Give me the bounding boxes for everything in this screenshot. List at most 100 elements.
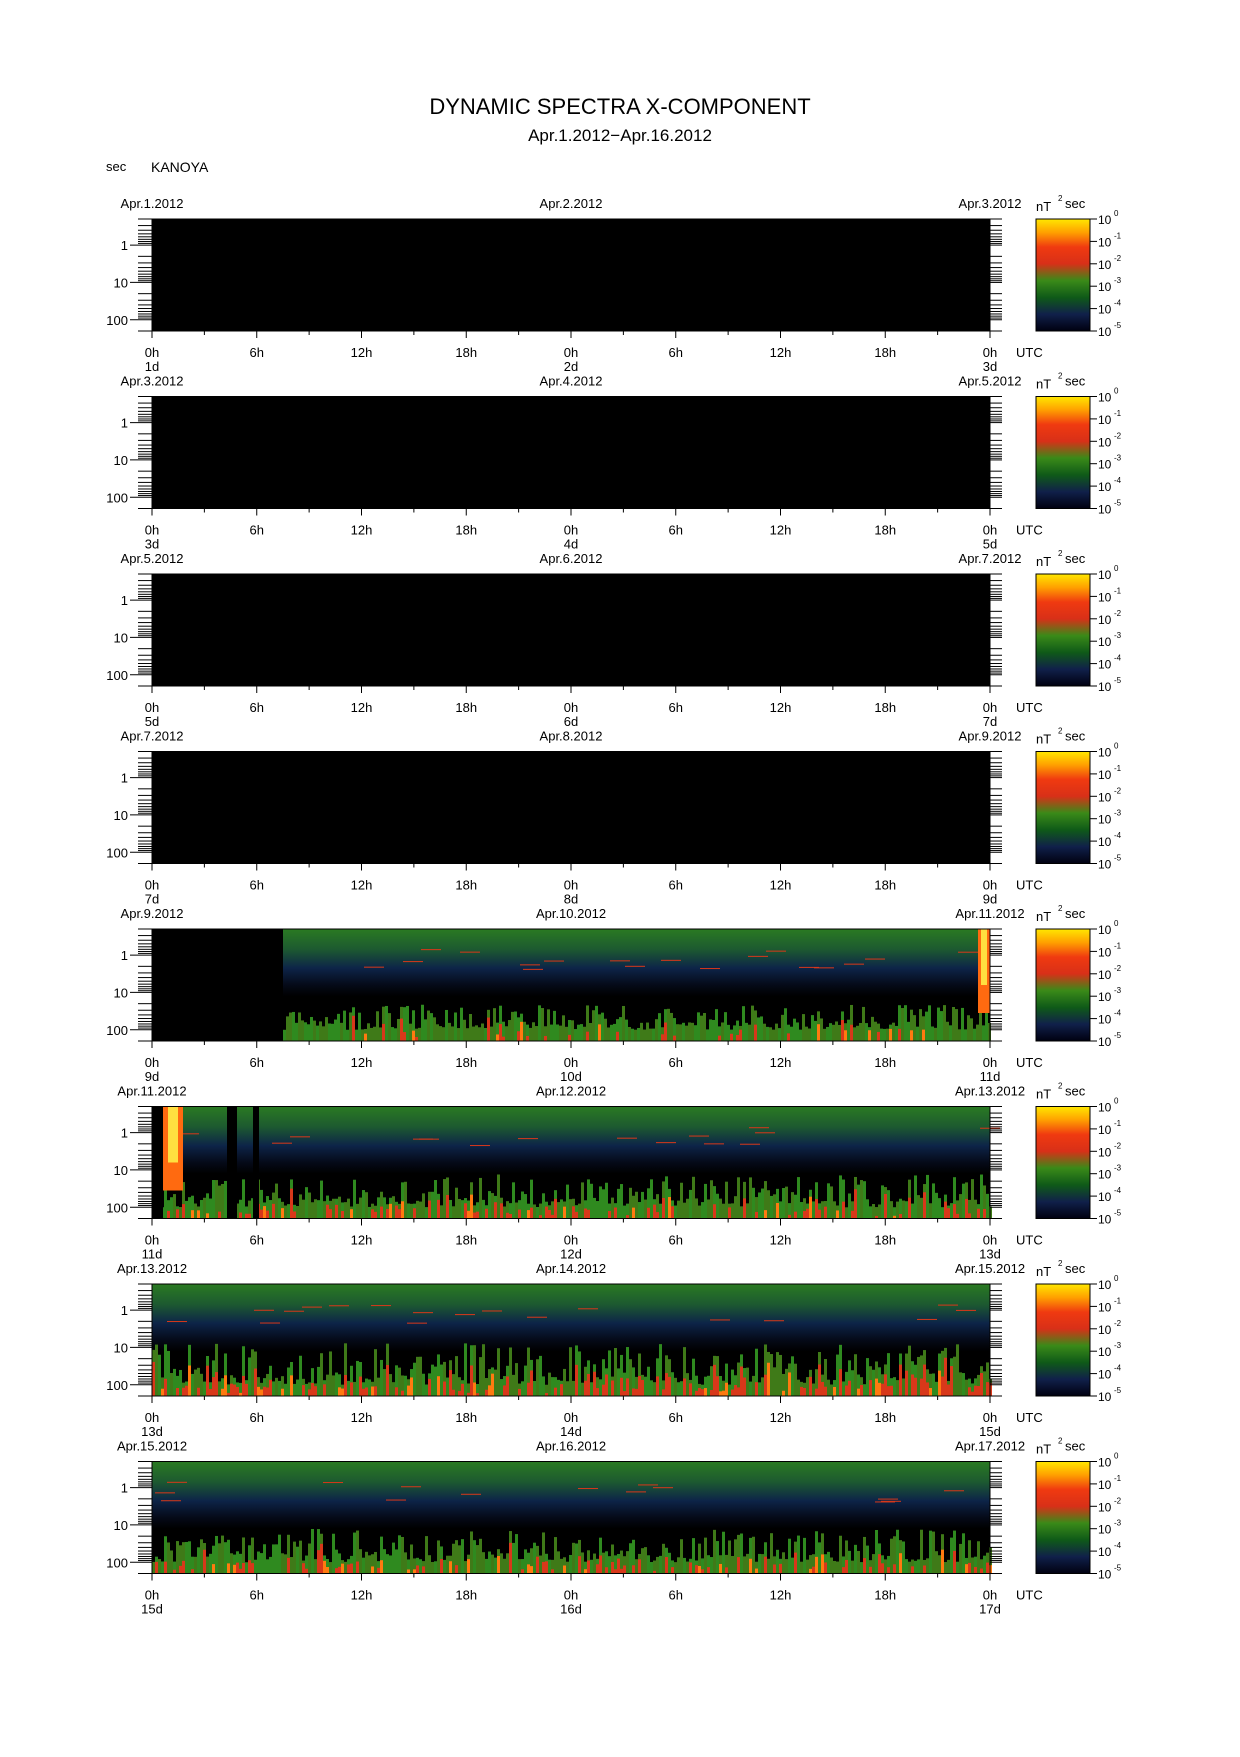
spectrum-burst: [913, 1015, 916, 1041]
spectrum-burst: [758, 1553, 761, 1574]
spectrum-burst: [899, 1553, 902, 1574]
colorbar-tick-power: -4: [1114, 299, 1122, 308]
spectrum-burst: [556, 1024, 559, 1041]
plot-area: [152, 396, 990, 509]
colorbar-tick-label: 10: [1098, 635, 1112, 649]
colorbar-unit-suffix: sec: [1065, 551, 1086, 566]
spectrum-burst: [164, 1561, 167, 1574]
spectrum-burst: [431, 1364, 434, 1396]
spectrum-burst: [776, 1352, 779, 1396]
spectrum-burst: [596, 1201, 599, 1219]
date-label: Apr.6.2012: [540, 551, 603, 566]
spectrum-burst: [499, 1005, 502, 1041]
spectrum-burst: [944, 1201, 947, 1219]
spectrum-burst: [316, 1025, 319, 1041]
spectrum-burst: [941, 1207, 944, 1219]
spectrum-line: [944, 1490, 964, 1492]
x-tick-label: 12h: [351, 700, 373, 715]
spectrum-burst: [311, 1202, 314, 1219]
spectrum-burst: [281, 1376, 284, 1396]
spectrum-burst: [374, 1386, 377, 1396]
spectrum-burst: [353, 1381, 356, 1396]
spectrum-burst: [782, 1373, 785, 1396]
spectrum-burst: [899, 1214, 902, 1219]
spectrum-burst: [659, 1203, 662, 1219]
spectrum-burst: [313, 1020, 316, 1041]
spectrum-burst: [701, 1389, 704, 1396]
spectrum-burst: [851, 1201, 854, 1219]
spectrum-burst: [233, 1554, 236, 1574]
spectrum-burst: [317, 1200, 320, 1219]
spectrum-burst: [440, 1364, 443, 1396]
spectrum-burst: [454, 1012, 457, 1041]
spectrum-burst: [346, 1029, 349, 1041]
spectrum-burst: [182, 1182, 185, 1219]
spectrum-burst: [545, 1384, 548, 1396]
spectrum-burst: [173, 1194, 176, 1219]
spectrum-burst: [728, 1540, 731, 1574]
date-label: Apr.3.2012: [959, 196, 1022, 211]
spectrum-burst: [896, 1380, 899, 1396]
spectrum-burst: [553, 1010, 556, 1041]
colorbar: [1035, 1461, 1091, 1574]
spectrum-burst: [314, 1559, 317, 1574]
spectrum-burst: [908, 1345, 911, 1396]
spectrum-line: [878, 1498, 898, 1500]
spectrum-burst: [608, 1350, 611, 1396]
spectrum-burst: [863, 1558, 866, 1574]
spectrum-burst: [493, 1008, 496, 1041]
day-label: 3d: [983, 359, 997, 374]
spectrum-burst: [314, 1386, 317, 1396]
spectrum-burst: [688, 1022, 691, 1041]
y-tick-label: 1: [121, 771, 128, 786]
spectrum-burst: [749, 1177, 752, 1219]
spectrum-burst: [182, 1387, 185, 1396]
spectrum-burst: [400, 1018, 403, 1041]
y-tick-label: 1: [121, 1303, 128, 1318]
colorbar-tick-label: 10: [1098, 1500, 1112, 1514]
spectrum-burst: [671, 1372, 674, 1396]
spectrum-burst: [587, 1179, 590, 1219]
spectrum-burst: [368, 1555, 371, 1574]
spectrum-burst: [317, 1366, 320, 1396]
spectrum-burst: [401, 1390, 404, 1396]
colorbar-tick-power: -5: [1114, 321, 1122, 330]
spectrum-burst: [476, 1211, 479, 1219]
spectrum-burst: [923, 1565, 926, 1574]
spectrum-burst: [469, 1014, 472, 1041]
spectrum-burst: [194, 1556, 197, 1574]
colorbar-tick-power: -1: [1114, 231, 1122, 240]
spectrum-burst: [905, 1559, 908, 1574]
spectrum-burst: [191, 1195, 194, 1219]
spectrum-burst: [848, 1360, 851, 1396]
spectrum-burst: [416, 1200, 419, 1219]
colorbar-unit-power: 2: [1058, 904, 1063, 913]
spectrum-line: [875, 1501, 895, 1503]
spectrum-burst: [959, 1372, 962, 1396]
spectrum-burst: [499, 1023, 502, 1041]
spectrum-burst: [650, 1562, 653, 1574]
spectrum-burst: [592, 1010, 595, 1041]
colorbar: [1035, 1283, 1091, 1397]
colorbar-unit: nT: [1036, 199, 1051, 214]
spectrum-burst: [814, 1020, 817, 1041]
spectrum-burst: [448, 1022, 451, 1041]
spectrum-line: [766, 950, 786, 952]
date-label: Apr.7.2012: [121, 729, 184, 744]
spectrum-burst: [746, 1553, 749, 1574]
spectrum-burst: [874, 1021, 877, 1041]
spectrum-burst: [743, 1556, 746, 1574]
x-tick-label: 12h: [351, 1410, 373, 1425]
spectrum-burst: [974, 1199, 977, 1219]
spectrum-burst: [269, 1556, 272, 1574]
y-tick-label: 100: [106, 845, 128, 860]
spectrum-burst: [551, 1559, 554, 1574]
spectrum-burst: [557, 1202, 560, 1219]
spectrum-burst: [451, 1026, 454, 1041]
spectrum-burst: [611, 1561, 614, 1574]
spectrum-burst: [749, 1558, 752, 1574]
spectrum-burst: [472, 1026, 475, 1041]
spectrum-burst: [797, 1379, 800, 1396]
spectrum-burst: [857, 1184, 860, 1219]
